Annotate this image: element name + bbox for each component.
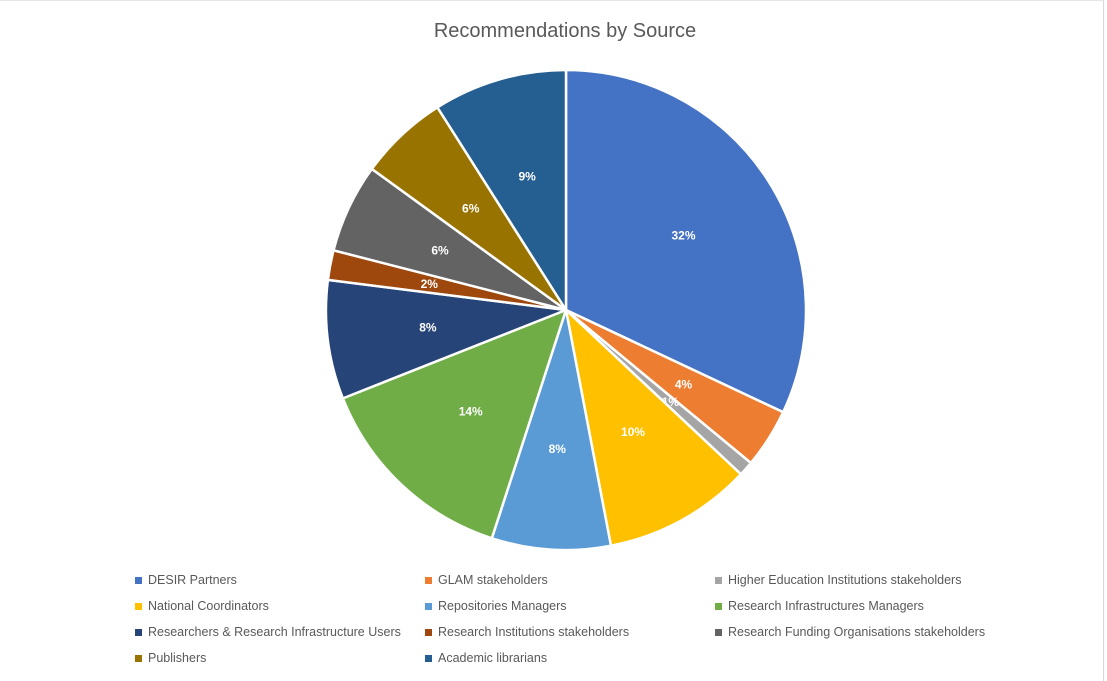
legend-swatch: [135, 602, 142, 610]
legend-item-publishers: Publishers: [135, 651, 206, 665]
pie-slice-research-infrastructures-managers: [341, 308, 568, 540]
legend-label: GLAM stakeholders: [438, 573, 548, 587]
data-label-research-funding-organisations-stakeholders: 6%: [431, 244, 449, 258]
legend-swatch: [425, 576, 432, 584]
data-label-academic-librarians: 9%: [518, 169, 536, 183]
legend-item-research-institutions-stakeholders: Research Institutions stakeholders: [425, 625, 629, 639]
data-label-researchers-and-research-infrastructure-users: 8%: [419, 320, 437, 334]
legend-swatch: [425, 628, 432, 636]
data-label-research-infrastructures-managers: 14%: [459, 404, 483, 418]
legend-label: Academic librarians: [438, 651, 548, 665]
legend-swatch: [135, 628, 142, 636]
data-label-national-coordinators: 10%: [621, 425, 645, 439]
chart-title: Recommendations by Source: [433, 20, 697, 42]
data-label-glam-stakeholders: 4%: [675, 378, 693, 392]
legend-item-repositories-managers: Repositories Managers: [425, 599, 567, 613]
legend-label: National Coordinators: [148, 599, 269, 613]
legend-label: Research Infrastructures Managers: [728, 599, 924, 613]
legend-item-researchers-and-research-infrastructure-users: Researchers & Research Infrastructure Us…: [135, 625, 401, 639]
legend-swatch: [715, 576, 722, 584]
legend-label: Higher Education Institutions stakeholde…: [728, 573, 962, 587]
data-label-publishers: 6%: [462, 202, 480, 216]
legend-label: Research Institutions stakeholders: [438, 625, 630, 639]
legend-item-academic-librarians: Academic librarians: [425, 651, 547, 665]
legend-swatch: [425, 654, 432, 662]
data-label-desir-partners: 32%: [672, 228, 696, 242]
legend-item-national-coordinators: National Coordinators: [135, 599, 269, 613]
legend-label: Researchers & Research Infrastructure Us…: [148, 625, 401, 639]
legend-label: Publishers: [148, 651, 207, 665]
legend-label: Research Funding Organisations stakehold…: [728, 625, 986, 639]
legend-label: DESIR Partners: [148, 573, 237, 587]
legend-swatch: [425, 602, 432, 610]
pie-slice-repositories-managers: [490, 308, 613, 552]
legend-item-desir-partners: DESIR Partners: [135, 573, 237, 587]
data-label-repositories-managers: 8%: [549, 442, 567, 456]
legend-label: Repositories Managers: [438, 599, 567, 613]
legend-item-research-infrastructures-managers: Research Infrastructures Managers: [715, 599, 924, 613]
data-label-research-institutions-stakeholders: 2%: [421, 277, 439, 291]
legend-swatch: [135, 576, 142, 584]
legend-item-glam-stakeholders: GLAM stakeholders: [425, 573, 548, 587]
legend-swatch: [135, 654, 142, 662]
legend-item-research-funding-organisations-stakeholders: Research Funding Organisations stakehold…: [715, 625, 985, 639]
legend-swatch: [715, 628, 722, 636]
legend-item-higher-education-institutions-stakeholders: Higher Education Institutions stakeholde…: [715, 573, 961, 587]
pie-slice-researchers-and-research-infrastructure-users: [324, 278, 568, 400]
pie-slice-national-coordinators: [564, 308, 743, 547]
pie-slice-desir-partners: [564, 68, 808, 414]
legend-swatch: [715, 602, 722, 610]
pie-slice-academic-librarians: [436, 68, 568, 312]
